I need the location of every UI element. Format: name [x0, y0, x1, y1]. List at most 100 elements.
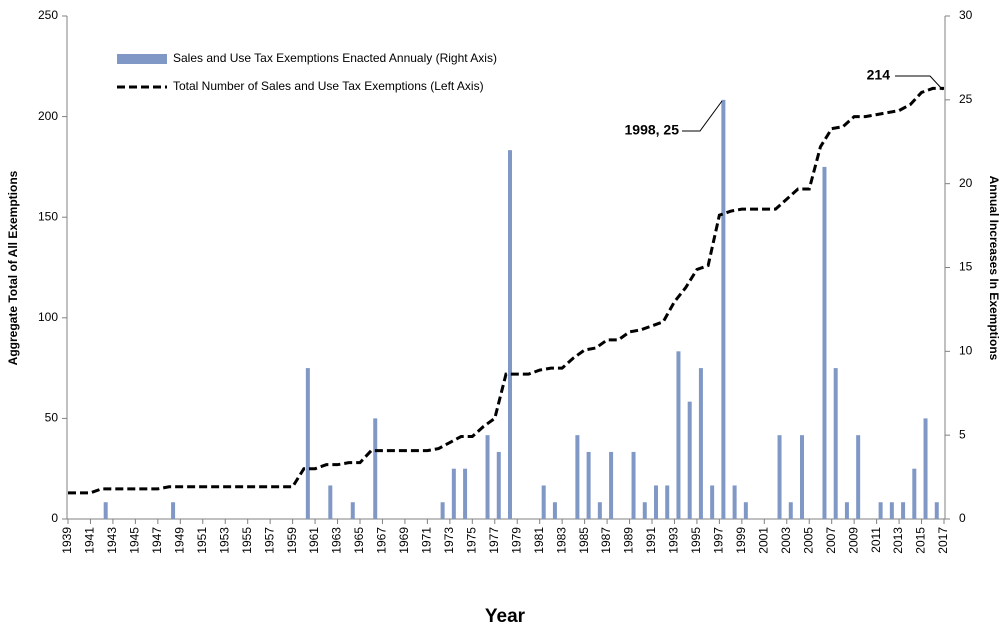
x-axis-title: Year: [485, 606, 526, 627]
bar: [687, 401, 692, 519]
bar: [721, 99, 726, 519]
x-tick-label: 2009: [846, 527, 860, 554]
x-tick-label: 1983: [554, 527, 568, 554]
bar: [901, 502, 906, 519]
y-tick-label: 0: [51, 511, 58, 525]
x-tick-label: 2017: [936, 527, 950, 554]
x-tick-label: 1995: [689, 527, 703, 554]
bar: [103, 502, 108, 519]
x-tick-label: 1941: [83, 527, 97, 554]
bar: [822, 166, 827, 519]
x-tick-label: 1965: [352, 527, 366, 554]
bar: [833, 368, 838, 519]
x-tick-label: 2005: [801, 527, 815, 554]
y2-tick-label: 0: [959, 511, 966, 525]
x-tick-label: 1973: [442, 527, 456, 554]
leader-line: [895, 75, 944, 91]
y-tick-label: 200: [38, 109, 58, 123]
bar: [609, 451, 614, 519]
bar: [923, 418, 928, 519]
x-tick-label: 1955: [240, 527, 254, 554]
y-axis-title: Aggregate Total of All Exemptions: [6, 170, 20, 365]
bar: [642, 502, 647, 519]
y2-tick-label: 30: [959, 8, 973, 22]
x-tick-label: 1997: [712, 527, 726, 554]
x-tick-label: 1961: [307, 527, 321, 554]
bar: [889, 502, 894, 519]
bar: [305, 368, 310, 519]
bar: [631, 451, 636, 519]
bar: [710, 485, 715, 519]
x-tick-label: 1987: [599, 527, 613, 554]
x-tick-label: 1959: [285, 527, 299, 554]
x-tick-label: 2007: [824, 527, 838, 554]
bar: [463, 468, 468, 519]
x-tick-label: 1967: [375, 527, 389, 554]
bar: [743, 502, 748, 519]
x-tick-label: 1943: [105, 527, 119, 554]
x-tick-label: 1953: [217, 527, 231, 554]
y2-tick-label: 25: [959, 92, 973, 106]
bar: [732, 485, 737, 519]
y2-tick-label: 5: [959, 427, 966, 441]
annotation: 1998, 25: [625, 122, 680, 138]
y-tick-label: 100: [38, 310, 58, 324]
x-tick-label: 1963: [330, 527, 344, 554]
bar: [451, 468, 456, 519]
bar: [586, 451, 591, 519]
bar: [328, 485, 333, 519]
bar: [654, 485, 658, 519]
bar: [934, 502, 939, 519]
bar: [496, 451, 501, 519]
bar: [912, 468, 917, 519]
x-tick-label: 1951: [195, 527, 209, 554]
y-tick-label: 50: [45, 411, 59, 425]
bar: [508, 150, 512, 519]
bar: [575, 435, 580, 519]
x-tick-label: 1949: [172, 527, 186, 554]
line: [68, 86, 944, 495]
y2-axis-title: Annual Increases In Exemptions: [987, 176, 1001, 361]
bar: [350, 502, 355, 519]
x-tick-label: 1981: [532, 527, 546, 554]
leader-line: [682, 100, 723, 132]
bar: [373, 418, 378, 519]
x-tick-label: 1999: [734, 527, 748, 554]
x-tick-label: 1975: [464, 527, 478, 554]
x-tick-label: 1977: [487, 527, 501, 554]
x-tick-label: 1945: [128, 527, 142, 554]
x-tick-label: 1957: [262, 527, 276, 554]
legend-swatch: [117, 54, 167, 64]
bar: [541, 485, 546, 519]
legend-label: Sales and Use Tax Exemptions Enacted Ann…: [173, 51, 497, 65]
bar: [844, 502, 849, 519]
bar: [856, 435, 861, 519]
bar: [800, 435, 804, 519]
x-tick-label: 2003: [779, 527, 793, 554]
y2-tick-label: 15: [959, 260, 973, 274]
bar: [597, 502, 602, 519]
bar: [171, 502, 176, 519]
x-tick-label: 1969: [397, 527, 411, 554]
annotation: 214: [867, 67, 891, 83]
bar: [878, 502, 883, 519]
y-tick-label: 150: [38, 209, 58, 223]
x-tick-label: 2013: [891, 527, 905, 554]
bar: [485, 435, 490, 519]
bar: [665, 485, 670, 519]
bar: [788, 502, 793, 519]
y-tick-label: 250: [38, 8, 58, 22]
bar: [676, 351, 681, 519]
x-tick-label: 1991: [644, 527, 658, 554]
y2-tick-label: 20: [959, 176, 973, 190]
x-tick-label: 2001: [756, 527, 770, 554]
bar: [440, 502, 445, 519]
x-tick-label: 2015: [914, 527, 928, 554]
legend-label: Total Number of Sales and Use Tax Exempt…: [173, 79, 484, 93]
x-tick-label: 1993: [667, 527, 681, 554]
x-tick-label: 1989: [622, 527, 636, 554]
x-tick-label: 1979: [509, 527, 523, 554]
bar: [698, 368, 703, 519]
x-tick-label: 1939: [60, 527, 74, 554]
